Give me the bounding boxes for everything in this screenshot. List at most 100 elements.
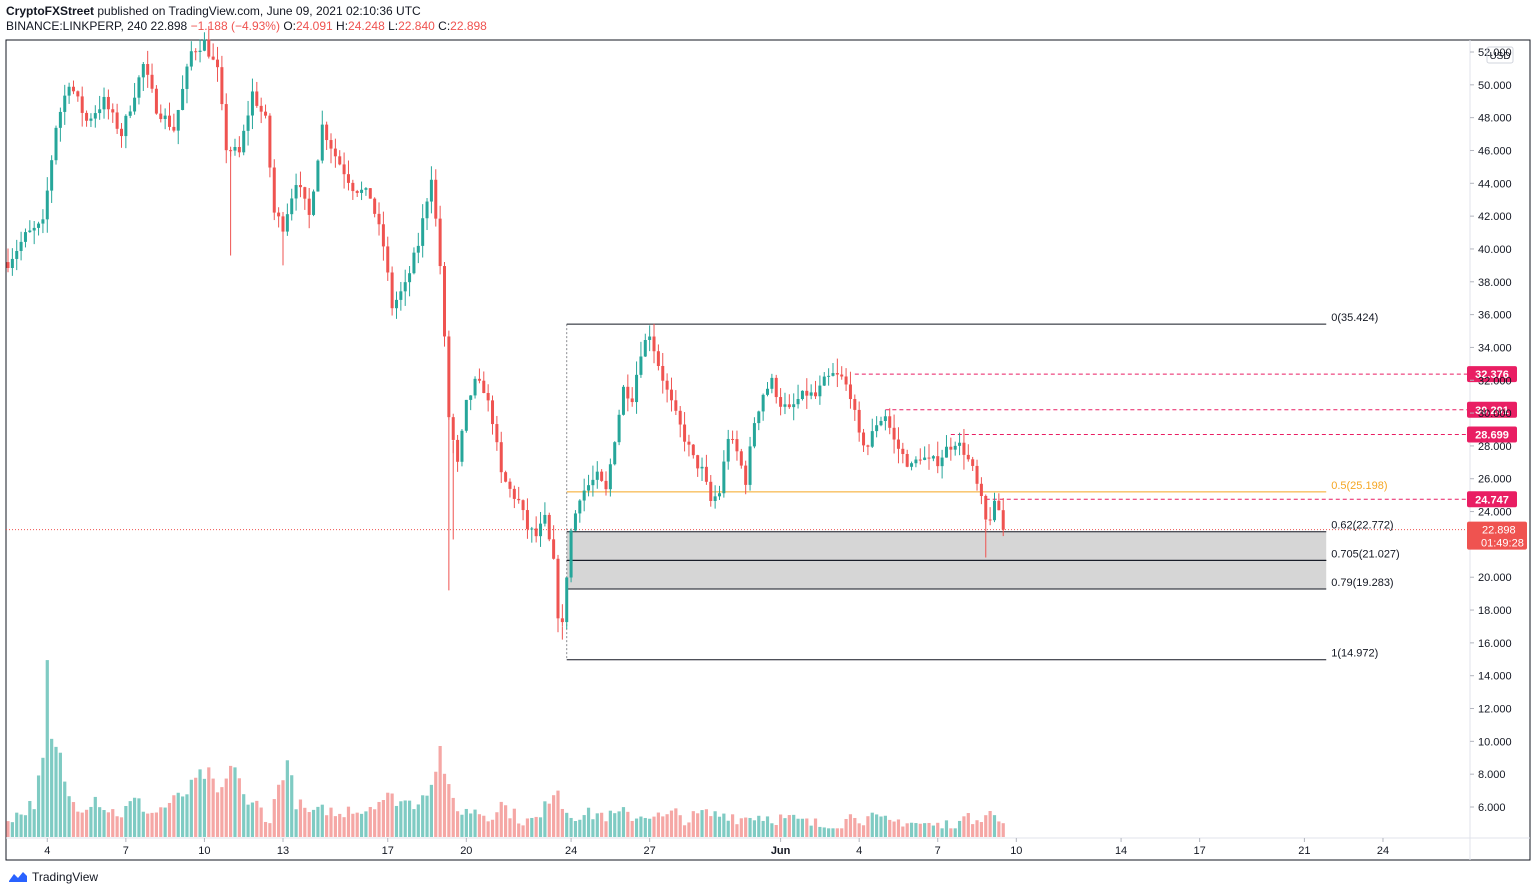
- candle: [390, 266, 394, 316]
- volume-bar: [730, 814, 735, 837]
- volume-bar: [578, 819, 582, 837]
- candle: [552, 525, 556, 560]
- volume-bar: [45, 660, 49, 837]
- currency-label[interactable]: USD: [1489, 51, 1510, 62]
- candle-body: [770, 377, 774, 389]
- candle: [255, 81, 259, 108]
- candle: [923, 446, 927, 461]
- candle-body: [281, 216, 285, 232]
- candle-body: [984, 495, 988, 520]
- tradingview-logo-icon: [9, 872, 27, 882]
- candle-body: [975, 465, 979, 484]
- candle: [28, 220, 32, 233]
- price-tick-label: 30.000: [1478, 408, 1512, 420]
- candle: [979, 477, 983, 505]
- candle: [325, 121, 329, 151]
- candle-body: [272, 167, 276, 213]
- price-tick-label: 50.000: [1478, 80, 1512, 92]
- candle: [316, 159, 320, 192]
- candle-body: [176, 109, 180, 131]
- candle: [927, 444, 931, 470]
- candle: [674, 390, 678, 416]
- candle: [521, 499, 525, 521]
- volume-bar: [246, 804, 250, 837]
- volume-bar: [979, 822, 983, 837]
- candle-body: [211, 56, 215, 60]
- publisher-name[interactable]: CryptoFXStreet: [6, 4, 95, 18]
- candle: [752, 417, 756, 449]
- time-tick-label: 10: [1010, 845, 1022, 857]
- price-axis[interactable]: 52.000 50.000 48.000 46.000 44.000 42.000 40.0…: [1470, 47, 1512, 814]
- currency-box[interactable]: [1486, 46, 1514, 64]
- candle-body: [233, 146, 237, 151]
- volume-bar: [229, 765, 233, 837]
- volume-bar: [36, 775, 41, 837]
- volume-bar: [669, 810, 674, 837]
- candle: [779, 388, 783, 416]
- volume-bar: [290, 775, 294, 837]
- fibonacci-retracement[interactable]: 0(35.424) 0.5(25.198) 0.62(22.772) 0.705(21…: [566, 312, 1400, 661]
- volume-bar: [477, 814, 482, 837]
- candle: [464, 399, 468, 433]
- candle: [717, 485, 721, 500]
- price-tick-label: 34.000: [1478, 342, 1512, 354]
- price-tick-label: 8.000: [1478, 769, 1506, 781]
- candle-body: [971, 459, 975, 466]
- volume-bar: [940, 828, 944, 837]
- tradingview-footer[interactable]: TradingView: [8, 870, 98, 884]
- volume-bar: [643, 817, 647, 837]
- price-chart[interactable]: 0(35.424) 0.5(25.198) 0.62(22.772) 0.705(21…: [0, 0, 1536, 868]
- volume-bar: [726, 820, 730, 837]
- candle-body: [381, 224, 385, 247]
- candle: [595, 461, 599, 489]
- candle-body: [552, 539, 556, 559]
- candle: [678, 406, 682, 438]
- candle-body: [412, 252, 416, 274]
- resistance-levels[interactable]: 32.376 30.201 28.699 24.747: [854, 366, 1517, 508]
- resistance-price-text: 32.376: [1475, 369, 1509, 381]
- candle-body: [421, 218, 425, 246]
- candle: [220, 55, 224, 111]
- candle-body: [613, 442, 617, 465]
- candle-body: [277, 212, 281, 217]
- candle-body: [744, 465, 748, 485]
- candle-body: [958, 442, 962, 446]
- candle-body: [656, 351, 660, 366]
- candle-body: [862, 432, 866, 446]
- candle: [704, 454, 708, 485]
- volume-bar: [50, 738, 54, 837]
- candle-body: [661, 365, 665, 381]
- candle-body: [840, 374, 844, 377]
- volume-bar: [674, 808, 678, 837]
- candle-body: [883, 416, 887, 421]
- candle-body: [255, 91, 259, 106]
- candle: [298, 171, 302, 198]
- candle-body: [587, 485, 591, 491]
- tradingview-brand: TradingView: [32, 870, 99, 884]
- volume-bar: [202, 778, 207, 837]
- candle-body: [85, 112, 89, 121]
- volume-bar: [844, 818, 848, 837]
- candle-body: [456, 439, 460, 462]
- price-tick-label: 16.000: [1478, 638, 1512, 650]
- candle: [949, 437, 953, 461]
- candle: [6, 248, 10, 273]
- volume-bar: [368, 806, 372, 837]
- time-axis[interactable]: 4 7 10 13 17 20 24 27 Jun 4 7 10 14 17 21 24: [44, 838, 1389, 857]
- candle: [15, 239, 19, 271]
- candle: [421, 204, 425, 258]
- candle-body: [185, 66, 189, 89]
- candle: [394, 291, 398, 319]
- candle-body: [809, 392, 813, 396]
- candle: [346, 160, 350, 191]
- candle-body: [486, 392, 490, 401]
- candle: [953, 441, 957, 456]
- volume-bar: [717, 816, 722, 837]
- candle: [814, 380, 818, 400]
- resistance-price-text: 28.699: [1475, 429, 1509, 441]
- volume-bar: [713, 811, 717, 837]
- low-label: L:: [388, 19, 399, 33]
- candle: [224, 93, 228, 164]
- volume-bar: [194, 777, 198, 837]
- candle: [731, 430, 735, 444]
